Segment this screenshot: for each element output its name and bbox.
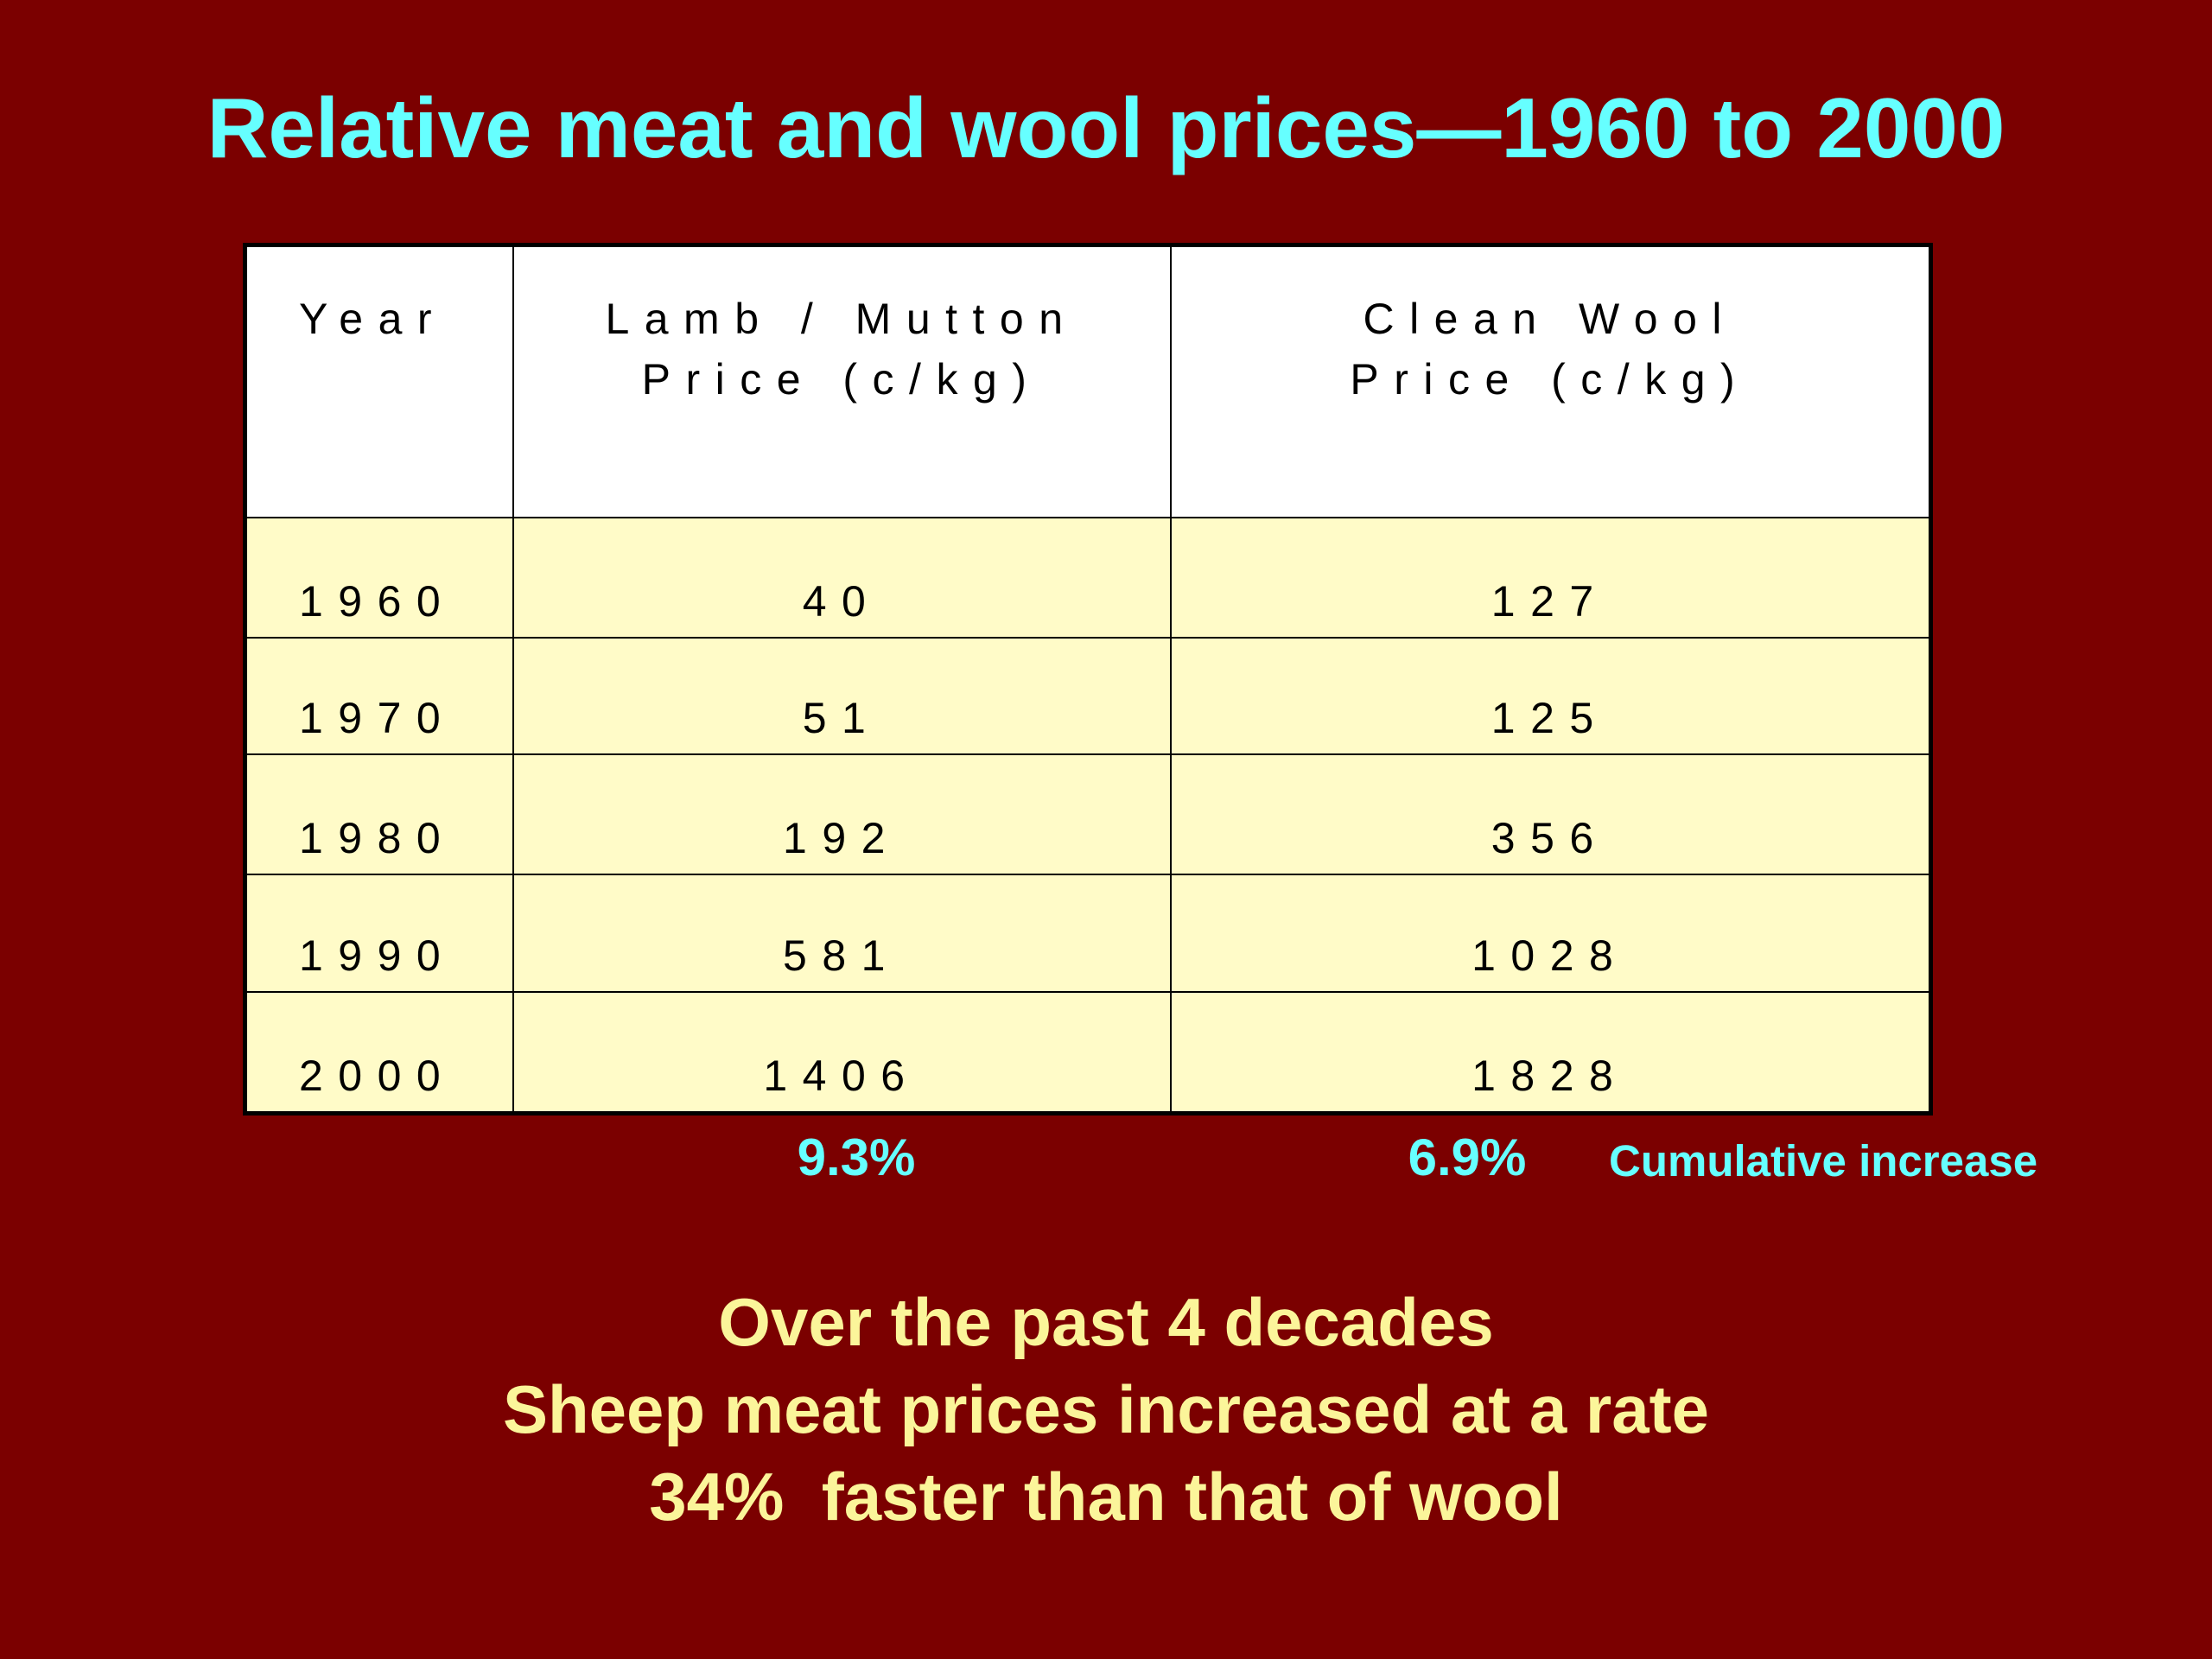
- table-cell: 1828: [1169, 991, 1932, 1114]
- conclusion-line: Sheep meat prices increased at a rate: [502, 1371, 1710, 1447]
- table-cell: 2000: [244, 991, 514, 1114]
- table-cell: 1970: [244, 637, 514, 755]
- table-cell: 192: [512, 753, 1172, 875]
- table-cell: 127: [1169, 517, 1932, 639]
- header-line: Lamb / Mutton: [605, 295, 1078, 343]
- header-cell: Lamb / Mutton Price (c/kg): [512, 244, 1172, 518]
- table-cell: 40: [512, 517, 1172, 639]
- table-cell: 581: [512, 874, 1172, 993]
- header-cell: Clean Wool Price (c/kg): [1169, 244, 1932, 518]
- header-line: Clean Wool: [1363, 295, 1738, 343]
- table-cell: 51: [512, 637, 1172, 755]
- wool-rate: 6.9%: [1408, 1128, 1527, 1186]
- table-cell: 1406: [512, 991, 1172, 1114]
- table-row: 1980 192 356: [244, 753, 1932, 875]
- meat-rate: 9.3%: [797, 1128, 916, 1186]
- table-body: Year Lamb / Mutton Price (c/kg) Clean Wool P…: [244, 244, 1932, 1114]
- table-cell: 356: [1169, 753, 1932, 875]
- summary-label: Cumulative increase: [1609, 1136, 2038, 1185]
- table-row: 1990 581 1028: [244, 874, 1932, 993]
- table-cell: 1028: [1169, 874, 1932, 993]
- price-table: Year Lamb / Mutton Price (c/kg) Clean Wool P…: [243, 243, 1933, 1116]
- table-cell: 1960: [244, 517, 514, 639]
- table-row: 1970 51 125: [244, 637, 1932, 755]
- header-row: Year Lamb / Mutton Price (c/kg) Clean Wool P…: [244, 244, 1932, 518]
- header-line: Year: [299, 295, 448, 343]
- table-cell: 1990: [244, 874, 514, 993]
- conclusion-line: 34% faster than that of wool: [649, 1459, 1563, 1535]
- title: Relative meat and wool prices—1960 to 20…: [207, 80, 2005, 175]
- table-row: 2000 1406 1828: [244, 991, 1932, 1114]
- table-row: 1960 40 127: [244, 517, 1932, 639]
- header-line: Price (c/kg): [1350, 355, 1751, 404]
- conclusion: Over the past 4 decades Sheep meat prices…: [0, 1279, 2212, 1541]
- header-cell: Year: [244, 244, 514, 518]
- header-line: Price (c/kg): [641, 355, 1042, 404]
- table-cell: 1980: [244, 753, 514, 875]
- table-cell: 125: [1169, 637, 1932, 755]
- conclusion-line: Over the past 4 decades: [718, 1284, 1494, 1360]
